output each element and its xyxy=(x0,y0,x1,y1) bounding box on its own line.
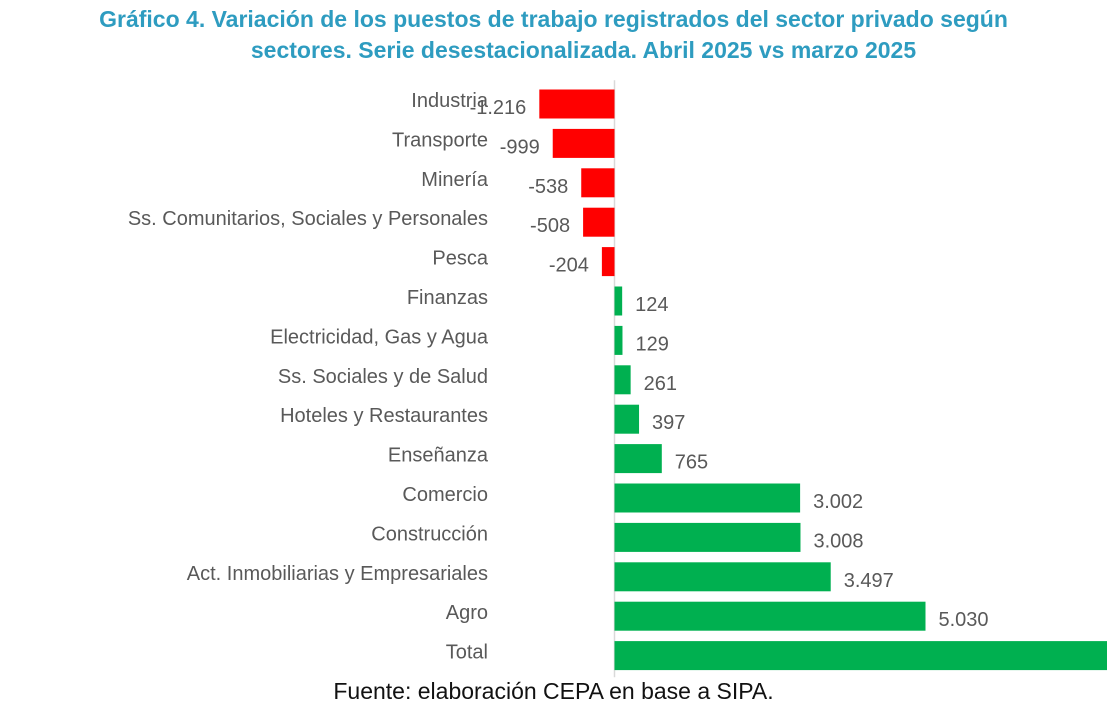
category-label: Industria xyxy=(411,90,489,112)
data-label: -508 xyxy=(530,215,570,237)
data-label: 765 xyxy=(675,452,708,474)
data-label: -204 xyxy=(549,255,589,277)
data-label: 5.030 xyxy=(939,609,989,631)
bar xyxy=(614,365,631,395)
data-label: 3.008 xyxy=(813,530,863,552)
category-label: Transporte xyxy=(392,129,488,151)
data-label: 261 xyxy=(644,373,677,395)
category-label: Minería xyxy=(421,169,489,191)
bar xyxy=(614,601,926,631)
chart-title-line-2: sectores. Serie desestacionalizada. Abri… xyxy=(250,37,917,63)
category-label: Comercio xyxy=(402,484,488,506)
category-label: Hoteles y Restaurantes xyxy=(280,405,488,427)
bar xyxy=(581,168,615,198)
category-label: Ss. Sociales y de Salud xyxy=(278,366,488,388)
bar xyxy=(614,562,831,592)
data-label: 3.497 xyxy=(844,570,894,592)
data-label: -538 xyxy=(528,176,568,198)
category-label: Agro xyxy=(446,602,488,624)
chart-title: Gráfico 4. Variación de los puestos de t… xyxy=(0,4,1107,66)
data-label: 3.002 xyxy=(813,491,863,513)
bar xyxy=(614,444,662,474)
category-label: Total xyxy=(446,642,488,664)
bar xyxy=(614,522,801,552)
data-label: -999 xyxy=(500,136,540,158)
bar xyxy=(614,404,640,434)
data-label: -1.216 xyxy=(470,97,527,119)
bar xyxy=(583,207,615,237)
source-note: Fuente: elaboración CEPA en base a SIPA. xyxy=(333,678,774,704)
bar xyxy=(614,483,801,513)
data-label: 397 xyxy=(652,412,685,434)
bar xyxy=(552,128,615,158)
category-label: Electricidad, Gas y Agua xyxy=(270,326,489,348)
chart-title-line-1: Gráfico 4. Variación de los puestos de t… xyxy=(99,6,1008,32)
bar xyxy=(539,89,615,119)
category-label: Act. Inmobiliarias y Empresariales xyxy=(187,563,488,585)
bar xyxy=(614,286,623,316)
category-label: Ss. Comunitarios, Sociales y Personales xyxy=(128,208,488,230)
bar xyxy=(601,247,615,277)
category-label: Construcción xyxy=(371,523,488,545)
category-label: Enseñanza xyxy=(388,445,489,467)
category-label: Pesca xyxy=(432,248,488,270)
data-label: 129 xyxy=(635,333,668,355)
bar xyxy=(614,325,623,355)
data-label: 124 xyxy=(635,294,668,316)
bar xyxy=(614,641,1107,671)
category-label: Finanzas xyxy=(407,287,488,309)
